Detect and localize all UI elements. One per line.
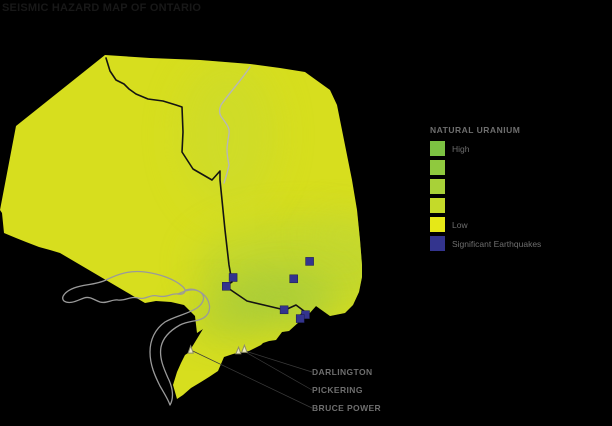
svg-text:BRUCE POWER: BRUCE POWER	[312, 403, 381, 413]
svg-text:PICKERING: PICKERING	[312, 385, 363, 395]
svg-text:NATURAL URANIUM: NATURAL URANIUM	[430, 125, 520, 135]
svg-text:DARLINGTON: DARLINGTON	[312, 367, 373, 377]
svg-text:Low: Low	[452, 220, 468, 230]
svg-text:Significant Earthquakes: Significant Earthquakes	[452, 239, 541, 249]
svg-text:High: High	[452, 144, 470, 154]
